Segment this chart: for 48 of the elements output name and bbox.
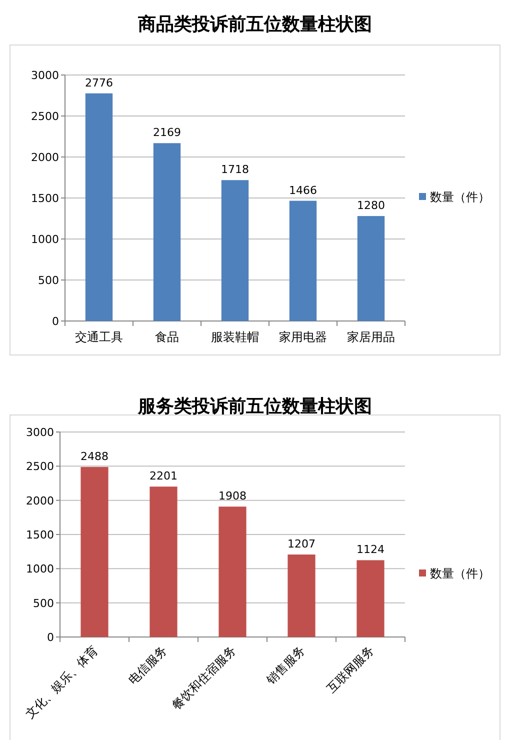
y-tick-label: 1000: [31, 233, 59, 246]
y-tick-label: 500: [33, 596, 54, 610]
bar: [289, 200, 317, 321]
bar: [150, 486, 178, 637]
data-label: 2169: [153, 126, 181, 140]
bar: [85, 93, 113, 321]
data-label: 2776: [85, 76, 113, 90]
data-label: 1280: [357, 199, 385, 212]
x-tick-label: 文化、娱乐、体育: [22, 643, 101, 722]
x-tick-label: 食品: [155, 330, 179, 344]
data-label: 2201: [150, 470, 178, 483]
data-label: 1466: [289, 184, 317, 197]
y-tick-label: 1500: [26, 528, 54, 542]
x-tick-label: 互联网服务: [324, 643, 377, 696]
data-label: 2488: [80, 450, 108, 463]
chart-title: 服务类投诉前五位数量柱状图: [137, 396, 372, 417]
x-tick-label: 交通工具: [75, 330, 123, 344]
data-label: 1207: [288, 538, 316, 551]
y-tick-label: 2500: [26, 460, 54, 474]
x-tick-label: 销售服务: [263, 643, 308, 688]
y-tick-label: 1000: [26, 562, 54, 576]
data-label: 1718: [221, 163, 249, 176]
x-tick-label: 家居用品: [347, 330, 395, 344]
x-tick-label: 电信服务: [126, 643, 170, 688]
bar: [356, 560, 384, 637]
x-tick-label: 家用电器: [279, 330, 327, 344]
y-tick-label: 0: [52, 315, 59, 328]
y-tick-label: 1500: [31, 192, 59, 205]
bar: [218, 506, 246, 637]
legend-label: 数量（件）: [430, 190, 490, 204]
bar: [288, 554, 316, 637]
y-tick-label: 3000: [26, 426, 54, 439]
bar: [80, 466, 108, 637]
x-tick-label: 餐饮和住宿服务: [169, 643, 239, 713]
y-tick-label: 3000: [31, 69, 59, 82]
bar: [357, 216, 385, 321]
y-tick-label: 2500: [31, 110, 59, 123]
y-tick-label: 500: [38, 274, 59, 287]
data-label: 1124: [356, 543, 384, 556]
x-tick-label: 服装鞋帽: [211, 330, 259, 344]
legend-label: 数量（件）: [430, 566, 490, 580]
y-tick-label: 2000: [31, 151, 59, 164]
y-tick-label: 2000: [26, 494, 54, 508]
bar: [221, 180, 249, 321]
bar: [153, 143, 181, 321]
chart-title: 商品类投诉前五位数量柱状图: [137, 14, 372, 35]
y-tick-label: 0: [47, 631, 54, 644]
data-label: 1908: [218, 490, 246, 503]
